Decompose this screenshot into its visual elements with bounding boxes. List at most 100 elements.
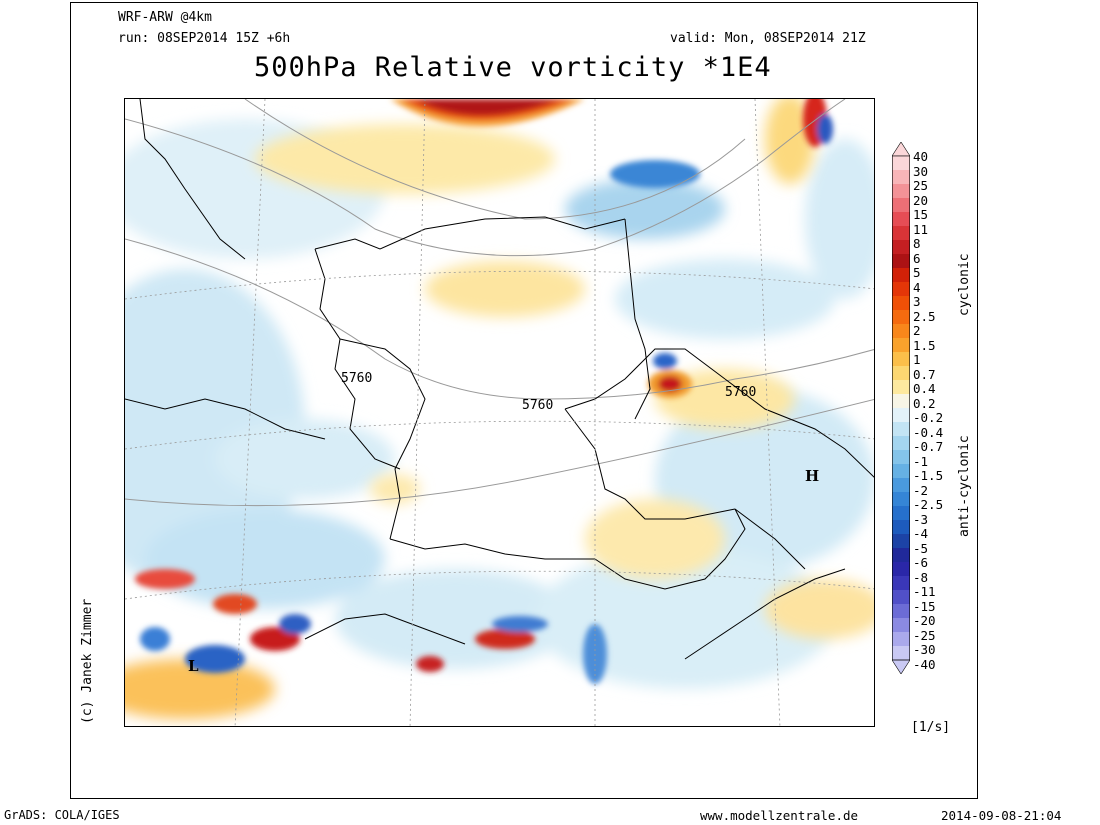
- footer-timestamp: 2014-09-08-21:04: [941, 808, 1062, 823]
- vorticity-map: 5760 5760 5760 H L: [124, 98, 875, 727]
- legend-swatch: [892, 408, 910, 423]
- footer-website: www.modellzentrale.de: [700, 808, 859, 823]
- legend-swatch: [892, 604, 910, 619]
- legend-swatch: [892, 282, 910, 297]
- legend-swatch: [892, 394, 910, 409]
- legend-tick-label: 15: [913, 207, 929, 223]
- legend-swatch: [892, 240, 910, 255]
- legend-tick-label: -8: [913, 569, 929, 585]
- copyright-label: (c) Janek Zimmer: [80, 598, 95, 724]
- legend-tick-label: 40: [913, 149, 929, 164]
- legend-tick-label: -1.5: [913, 468, 944, 484]
- legend-tick-label: 2.5: [913, 308, 936, 324]
- legend-swatch: [892, 296, 910, 311]
- legend-swatch: [892, 226, 910, 241]
- legend-swatch: [892, 254, 910, 269]
- legend-tick-label: 11: [913, 221, 929, 237]
- legend-swatch: [892, 184, 910, 199]
- contour-label-2: 5760: [522, 398, 554, 413]
- legend-tick-label: 25: [913, 178, 929, 194]
- legend-swatch: [892, 352, 910, 367]
- legend-tick-label: -40: [913, 657, 936, 672]
- convective-cell-east: [648, 353, 692, 398]
- legend-swatch: [892, 520, 910, 535]
- legend-tick-label: 1.5: [913, 337, 936, 353]
- legend-tick-label: -4: [913, 526, 929, 542]
- geopotential-contours: [125, 99, 874, 507]
- legend-swatch: [892, 506, 910, 521]
- legend-tick-label: -1: [913, 453, 929, 469]
- low-pressure-marker: L: [188, 657, 199, 675]
- footer-software: GrADS: COLA/IGES: [4, 808, 120, 822]
- legend-swatch: [892, 212, 910, 227]
- legend-swatch: [892, 310, 910, 325]
- legend-tick-label: 5: [913, 265, 921, 281]
- legend-tick-label: -6: [913, 555, 929, 571]
- legend-tick-label: 0.7: [913, 366, 936, 382]
- contour-label-3: 5760: [725, 385, 757, 400]
- valid-label: valid: Mon, 08SEP2014 21Z: [670, 31, 866, 46]
- legend-tick-label: 8: [913, 236, 921, 252]
- legend-swatch: [892, 492, 910, 507]
- legend-tick-label: -2: [913, 482, 929, 498]
- contour-label-1: 5760: [341, 371, 373, 386]
- legend-tick-label: 6: [913, 250, 921, 266]
- legend-swatch: [892, 534, 910, 549]
- legend-swatch: [892, 576, 910, 591]
- page-title: 500hPa Relative vorticity *1E4: [254, 52, 772, 83]
- legend-swatch: [892, 170, 910, 185]
- legend-swatch: [892, 632, 910, 647]
- model-label: WRF-ARW @4km: [118, 10, 212, 25]
- legend-tick-label: -30: [913, 642, 936, 658]
- legend-tick-label: -0.2: [913, 410, 944, 426]
- run-label: run: 08SEP2014 15Z +6h: [118, 31, 291, 46]
- legend-swatch: [892, 156, 910, 171]
- legend-tick-label: -5: [913, 540, 929, 556]
- legend-tick-label: 30: [913, 163, 929, 179]
- legend-min-arrow: [892, 659, 910, 674]
- legend-tick-label: -0.4: [913, 424, 944, 440]
- legend-swatch: [892, 450, 910, 465]
- legend-swatch: [892, 646, 910, 661]
- legend-swatch: [892, 478, 910, 493]
- northern-vorticity-maximum: [390, 99, 833, 188]
- cyclonic-label: cyclonic: [957, 253, 972, 316]
- legend-tick-label: -20: [913, 613, 936, 629]
- country-borders: [125, 99, 874, 660]
- legend-swatch: [892, 464, 910, 479]
- legend-tick-label: 20: [913, 192, 929, 208]
- legend-swatch: [892, 338, 910, 353]
- high-pressure-marker: H: [805, 467, 820, 485]
- legend-tick-label: 0.4: [913, 381, 936, 397]
- map-canvas: [125, 99, 874, 726]
- legend-tick-label: 0.2: [913, 395, 936, 411]
- legend-swatch: [892, 548, 910, 563]
- color-legend-bar: [892, 142, 910, 674]
- legend-tick-label: 2: [913, 323, 921, 339]
- legend-labels: 40 30 25 20 15 11 8 6 5 4 3 2.5 2 1.5 1 0.7 0.4 0.2 -0.2 -0…: [913, 149, 953, 672]
- anticyclonic-label: anti-cyclonic: [957, 435, 972, 537]
- legend-swatch: [892, 618, 910, 633]
- legend-tick-label: 3: [913, 294, 921, 310]
- legend-swatch: [892, 366, 910, 381]
- legend-tick-label: -25: [913, 627, 936, 643]
- legend-swatch: [892, 422, 910, 437]
- legend-tick-label: -11: [913, 584, 936, 600]
- legend-swatch: [892, 562, 910, 577]
- southwest-vorticity-cells: [135, 569, 607, 684]
- legend-tick-label: -0.7: [913, 439, 944, 455]
- lat-lon-grid: [125, 99, 874, 726]
- legend-swatch: [892, 198, 910, 213]
- plot-frame: [70, 2, 978, 799]
- legend-tick-label: 1: [913, 352, 921, 368]
- legend-swatch: [892, 436, 910, 451]
- units-label: [1/s]: [911, 720, 951, 735]
- legend-swatch: [892, 268, 910, 283]
- legend-tick-label: -2.5: [913, 497, 944, 513]
- legend-tick-label: -3: [913, 511, 929, 527]
- legend-tick-label: -15: [913, 598, 936, 614]
- legend-swatch: [892, 380, 910, 395]
- legend-tick-label: 4: [913, 279, 921, 295]
- legend-max-arrow: [892, 142, 910, 157]
- legend-swatch: [892, 590, 910, 605]
